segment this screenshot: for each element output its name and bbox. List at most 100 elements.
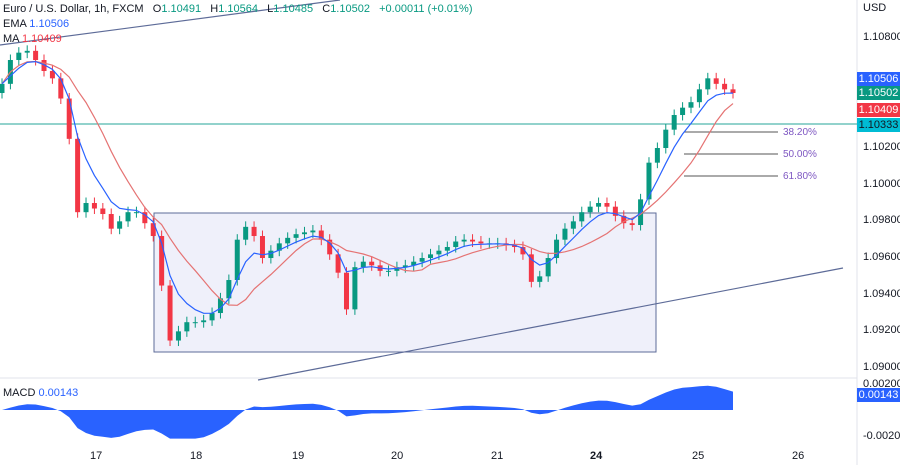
candle <box>680 107 686 116</box>
ema-row[interactable]: EMA 1.10506 <box>3 17 473 32</box>
time-tick: 18 <box>190 450 203 462</box>
candle <box>318 230 324 240</box>
candle <box>688 102 694 108</box>
candle <box>217 298 223 314</box>
close-value: 1.10502 <box>330 3 370 15</box>
ema-label: EMA <box>3 18 27 30</box>
candle <box>285 237 291 244</box>
candle <box>428 254 434 259</box>
candle <box>470 239 476 242</box>
candle <box>0 83 5 94</box>
fib-label-61: 61.80% <box>783 171 817 182</box>
candle <box>276 243 282 251</box>
candle <box>201 320 207 323</box>
price-tick: 1.09000 <box>863 361 900 373</box>
time-tick: 26 <box>792 450 805 462</box>
candle <box>478 241 484 244</box>
time-tick: 17 <box>90 450 103 462</box>
candle <box>243 226 249 240</box>
symbol-title: Euro / U.S. Dollar, 1h, FXCM <box>3 3 144 15</box>
open-value: 1.10491 <box>161 3 202 15</box>
close-label: C <box>322 3 331 15</box>
candle <box>705 78 711 90</box>
candle <box>24 50 30 53</box>
currency-label: USD <box>863 2 887 14</box>
candle <box>66 98 72 139</box>
low-value: 1.10485 <box>273 3 314 15</box>
macd-tick: 0.00200 <box>863 378 900 390</box>
candle <box>696 89 702 103</box>
candle <box>453 241 459 248</box>
time-tick: 24 <box>590 450 603 462</box>
candle <box>528 254 534 282</box>
candle <box>175 331 181 341</box>
candle <box>259 236 265 259</box>
price-tick: 1.09400 <box>863 288 900 300</box>
candle <box>41 60 47 72</box>
candle <box>654 148 660 163</box>
candle <box>629 223 635 226</box>
candle <box>352 267 358 310</box>
ema-price-tag: 1.10506 <box>857 72 900 86</box>
price-tick: 1.09200 <box>863 324 900 336</box>
candle <box>621 215 627 224</box>
macd-tick: -0.00200 <box>863 430 900 442</box>
macd-value: 0.00143 <box>38 387 79 399</box>
price-tick: 1.09800 <box>863 214 900 226</box>
candle <box>142 212 148 224</box>
candle <box>386 270 392 272</box>
lower-trendline[interactable] <box>257 267 844 381</box>
ema-line <box>1 60 734 314</box>
fib-label-38: 38.20% <box>783 127 817 138</box>
candle <box>570 221 576 229</box>
price-tick: 1.10200 <box>863 141 900 153</box>
candle <box>713 78 719 84</box>
candle <box>33 50 39 61</box>
ma-label: MA <box>3 33 19 45</box>
time-tick: 19 <box>292 450 305 462</box>
high-label: H <box>210 3 219 15</box>
candle <box>234 239 240 281</box>
candle <box>360 261 366 268</box>
candle <box>58 78 64 99</box>
upper-trendline[interactable] <box>0 0 341 46</box>
macd-label: MACD <box>3 387 36 399</box>
macd-tag: 0.00143 <box>857 388 900 402</box>
open-label: O <box>152 3 162 15</box>
candle <box>75 138 81 213</box>
candle <box>226 280 232 299</box>
price-tick: 1.10000 <box>863 178 900 190</box>
low-label: L <box>267 3 274 15</box>
candle <box>335 254 341 273</box>
candle <box>369 261 375 266</box>
macd-legend[interactable]: MACD 0.00143 <box>3 386 78 401</box>
candle <box>545 258 551 277</box>
candle <box>587 206 593 213</box>
ema-value: 1.10506 <box>29 18 70 30</box>
candle <box>554 239 560 259</box>
change-value: +0.00011 (+0.01%) <box>379 3 473 15</box>
candle <box>125 212 131 222</box>
price-tick: 1.09600 <box>863 251 900 263</box>
high-value: 1.10564 <box>218 3 258 15</box>
candle <box>150 223 156 237</box>
candle <box>604 203 610 207</box>
candle <box>293 234 299 238</box>
candle <box>512 245 518 248</box>
candle <box>133 212 139 214</box>
ma-price-tag: 1.10409 <box>857 103 900 117</box>
candle <box>579 212 585 222</box>
candle <box>730 89 736 94</box>
macd-area <box>2 385 733 439</box>
chart-legend: Euro / U.S. Dollar, 1h, FXCM O1.10491 H1… <box>3 2 473 47</box>
candle <box>268 250 274 259</box>
close-price-tag: 1.10502 <box>857 86 900 100</box>
candle <box>663 129 669 149</box>
candle <box>394 267 400 271</box>
candle <box>100 208 106 215</box>
candle <box>343 272 349 310</box>
candle <box>402 265 408 268</box>
ma-row[interactable]: MA 1.10409 <box>3 32 473 47</box>
candle <box>419 258 425 262</box>
